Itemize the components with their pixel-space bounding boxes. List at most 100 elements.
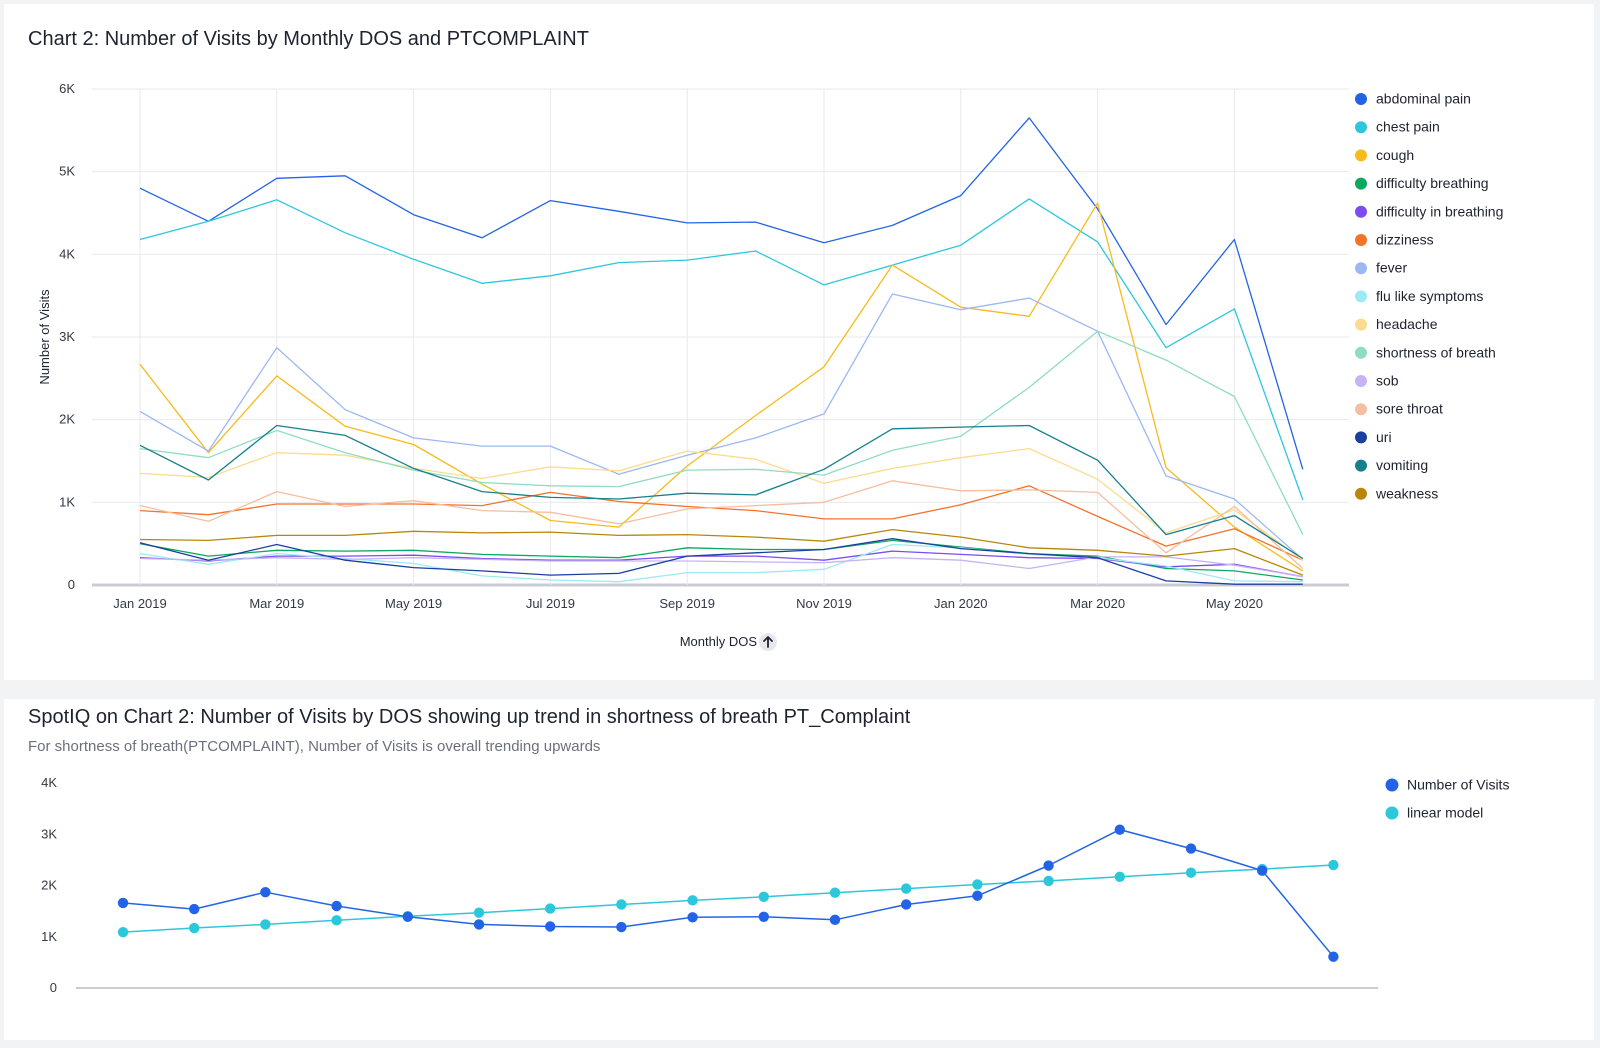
data-point-linear-model [1328,859,1339,871]
line-chart-shortness-of-breath-trend: 0 1K 2K 3K 4K Number of Visits linear model [41,775,1510,995]
legend-item-number-of-visits[interactable]: Number of Visits [1385,777,1510,793]
legend-item-abdominal-pain[interactable]: abdominal pain [1355,91,1471,107]
data-point-number-of-visits [189,903,200,915]
series-line-abdominal-pain [139,117,1304,470]
x-axis-title: Monthly DOS [680,634,758,649]
legend-item-sore-throat[interactable]: sore throat [1355,401,1443,417]
legend-label: chest pain [1376,119,1440,135]
legend-label: cough [1376,147,1414,163]
y-tick-label: 2K [59,412,75,427]
y-tick-label: 2K [41,878,57,893]
legend-label: difficulty breathing [1376,175,1489,191]
data-point-number-of-visits [1328,951,1339,962]
data-point-linear-model [189,922,200,934]
legend-item-difficulty-in-breathing[interactable]: difficulty in breathing [1355,203,1503,219]
legend-item-dizziness[interactable]: dizziness [1355,232,1434,248]
data-point-linear-model [260,919,271,930]
legend-label: sob [1376,373,1399,389]
spotiq-subtitle: For shortness of breath(PTCOMPLAINT), Nu… [28,738,601,755]
data-point-number-of-visits [402,911,413,922]
legend-dot [1385,806,1399,820]
data-point-linear-model [687,895,698,906]
data-point-number-of-visits [260,886,271,898]
series-line-fever [139,293,1304,560]
data-point-linear-model [616,899,627,910]
data-point-linear-model [117,926,129,938]
legend-dot [1355,487,1367,500]
legend-dot [1355,177,1367,190]
legend-label: shortness of breath [1376,344,1496,360]
legend-label: headache [1376,316,1438,332]
x-tick-label: Sep 2019 [659,596,715,611]
y-tick-label: 4K [41,775,57,790]
legend-dot [1355,93,1367,105]
legend-label: dizziness [1376,232,1434,248]
series-line-number-of-visits [122,828,1334,958]
spotiq-title: SpotIQ on Chart 2: Number of Visits by D… [28,706,911,728]
data-point-number-of-visits [1257,865,1268,876]
legend-item-vomiting[interactable]: vomiting [1355,457,1428,473]
line-chart-visits-by-complaint: 0 1K 2K 3K 4K 5K 6K Jan 2019 Mar 2019 May 2019 Jul… [37,81,1503,651]
data-point-number-of-visits [331,900,342,912]
legend-dot [1355,262,1367,275]
legend-item-shortness-of-breath[interactable]: shortness of breath [1355,344,1496,360]
legend-dot [1355,346,1367,359]
series-line-uri [139,538,1303,585]
x-tick-label: May 2020 [1206,596,1263,611]
x-tick-label: Jan 2020 [934,596,988,611]
x-tick-label: Jul 2019 [526,596,575,611]
sort-ascending-icon[interactable] [759,633,777,651]
data-point-linear-model [1114,871,1126,882]
legend-item-sob[interactable]: sob [1355,373,1399,389]
data-point-number-of-visits [1185,843,1197,854]
legend-dot [1355,318,1367,331]
series-line-weakness [139,528,1304,576]
data-point-number-of-visits [1043,860,1054,871]
x-tick-label: May 2019 [385,596,442,611]
legend-label: abdominal pain [1376,91,1471,107]
chart-title: Chart 2: Number of Visits by Monthly DOS… [28,28,589,50]
data-point-linear-model [829,887,841,898]
y-tick-label: 1K [59,494,75,509]
data-point-number-of-visits [616,921,627,933]
legend-item-headache[interactable]: headache [1355,316,1438,332]
series-line-cough [139,202,1304,572]
y-axis-title: Number of Visits [37,289,52,385]
legend-label: Number of Visits [1407,777,1509,793]
legend-dot [1355,290,1367,303]
legend-item-chest-pain[interactable]: chest pain [1355,119,1440,135]
legend-item-flu-like-symptoms[interactable]: flu like symptoms [1355,288,1483,304]
data-point-number-of-visits [901,899,912,910]
legend-label: flu like symptoms [1376,288,1483,304]
legend-item-difficulty-breathing[interactable]: difficulty breathing [1355,175,1489,191]
legend-item-linear-model[interactable]: linear model [1385,805,1484,821]
data-point-linear-model [758,891,769,902]
series-line-sore-throat [139,480,1304,569]
legend-label: linear model [1407,805,1483,821]
legend-label: vomiting [1376,457,1428,473]
legend-item-cough[interactable]: cough [1355,147,1414,163]
data-point-linear-model [1185,867,1197,878]
y-tick-label: 5K [59,164,75,179]
data-point-number-of-visits [758,911,769,922]
legend-dot [1355,205,1367,218]
series-line-chest-pain [139,198,1304,501]
data-point-number-of-visits [117,897,129,909]
legend-dot [1355,234,1367,246]
legend-dot [1355,121,1367,134]
series-line-shortness-of-breath [139,330,1304,535]
data-point-number-of-visits [545,921,556,932]
legend-dot [1385,778,1399,792]
legend-item-fever[interactable]: fever [1355,260,1407,276]
legend-dot [1355,459,1367,472]
legend-item-uri[interactable]: uri [1355,429,1392,445]
y-tick-label: 3K [59,329,75,344]
legend-item-weakness[interactable]: weakness [1355,485,1438,501]
y-tick-label: 3K [41,826,57,841]
y-tick-label: 4K [59,246,75,261]
series-line-linear-model [122,864,1334,933]
legend-dot [1355,375,1367,387]
x-tick-label: Jan 2019 [113,596,167,611]
series-line-sob [139,556,1303,578]
x-tick-label: Mar 2019 [249,596,304,611]
